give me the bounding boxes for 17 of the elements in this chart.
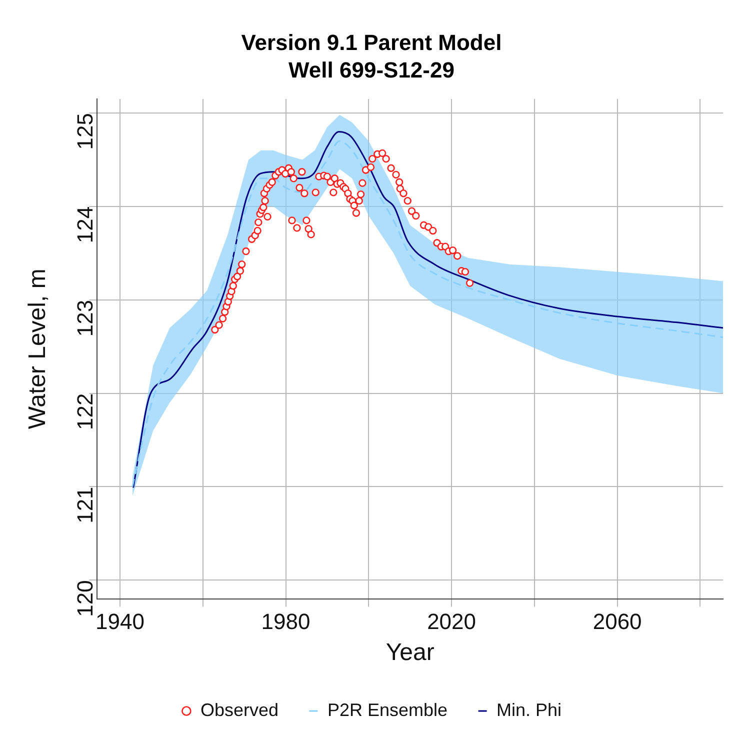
x-tick-label: 2060 — [592, 609, 642, 634]
y-tick-label: 124 — [72, 206, 98, 244]
chart-title: Version 9.1 Parent Model — [241, 30, 502, 55]
x-tick-label: 1940 — [96, 609, 144, 634]
chart-subtitle: Well 699-S12-29 — [288, 57, 454, 82]
x-tick-label: 2020 — [427, 609, 476, 634]
legend-label: P2R Ensemble — [327, 700, 448, 720]
y-tick-label: 120 — [72, 580, 98, 617]
y-tick-label: 125 — [72, 113, 98, 150]
y-tick-label: 122 — [72, 393, 98, 430]
y-tick-label: 123 — [72, 300, 98, 337]
x-tick-label: 1980 — [261, 609, 310, 634]
y-tick-label: 121 — [72, 486, 98, 524]
y-axis-title: Water Level, m — [24, 268, 52, 430]
x-axis-title: Year — [386, 639, 434, 666]
legend-label: Min. Phi — [496, 700, 562, 720]
legend-label: Observed — [200, 700, 278, 720]
